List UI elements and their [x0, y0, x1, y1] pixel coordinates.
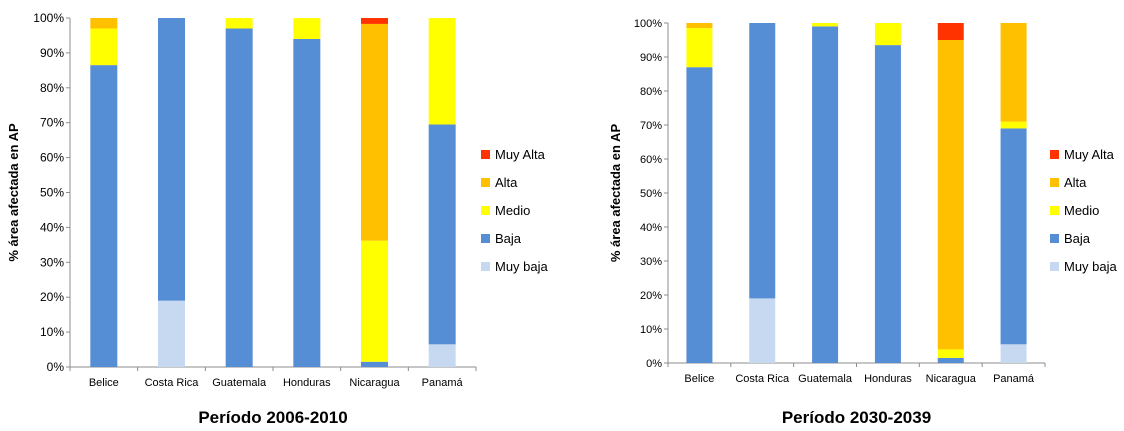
y-tick-label: 30%	[40, 255, 64, 269]
y-tick-label: 70%	[640, 120, 662, 132]
bar-belice-alta	[90, 18, 118, 29]
bar-costa-rica-baja	[158, 18, 185, 301]
legend-swatch-medio	[481, 206, 490, 215]
bar-costa-rica-muy-baja	[158, 300, 185, 367]
x-tick-label-panama: Panamá	[422, 377, 464, 389]
bar-nicaragua-alta	[361, 23, 388, 241]
bar-nicaragua-muy-alta	[361, 18, 388, 24]
y-tick-label: 50%	[640, 188, 662, 200]
bar-panama-alta	[1000, 23, 1027, 122]
y-tick-label: 10%	[40, 325, 64, 339]
bar-panama-baja	[1000, 128, 1027, 345]
legend-label-muy-alta: Muy Alta	[1064, 147, 1115, 162]
bar-belice-baja	[686, 67, 713, 363]
legend-swatch-muy-baja	[481, 262, 490, 271]
bar-honduras-baja	[874, 45, 901, 363]
bar-nicaragua-medio	[361, 240, 388, 362]
bar-belice-alta	[686, 23, 713, 29]
y-tick-label: 40%	[40, 220, 64, 234]
bar-belice-medio	[686, 28, 713, 68]
chart-period-2030-2039: 0% 10% 20% 30% 40% 50% 60% 70% 80% 90% 100% Belice C…	[608, 18, 1118, 427]
chart-period-2006-2010: 0% 10% 20% 30% 40% 50% 60% 70% 80% 90% 100% Belice C…	[6, 11, 549, 427]
y-tick-label: 90%	[640, 52, 662, 64]
bar-nicaragua-alta	[937, 40, 964, 350]
y-tick-label: 50%	[40, 186, 64, 200]
y-axis-label: % área afectada en AP	[608, 124, 623, 263]
legend-swatch-muy-alta	[1050, 150, 1059, 159]
x-tick-label-panama: Panamá	[993, 373, 1035, 385]
x-tick-label-belice: Belice	[89, 377, 119, 389]
legend-label-muy-alta: Muy Alta	[495, 147, 546, 162]
legend-swatch-alta	[481, 178, 490, 187]
bar-belice-baja	[90, 65, 118, 368]
legend-swatch-baja	[481, 234, 490, 243]
legend-swatch-baja	[1050, 234, 1059, 243]
x-tick-label-honduras: Honduras	[864, 373, 912, 385]
bar-costa-rica-muy-baja	[749, 298, 776, 363]
legend-swatch-alta	[1050, 178, 1059, 187]
bar-honduras-medio	[293, 18, 321, 39]
legend-label-baja: Baja	[1064, 231, 1091, 246]
bar-panama-muy-baja	[1000, 344, 1027, 363]
legend-label-baja: Baja	[495, 231, 522, 246]
x-tick-label-costa-rica: Costa Rica	[145, 377, 200, 389]
legend-label-muy-baja: Muy baja	[1064, 259, 1118, 274]
y-tick-label: 0%	[47, 360, 65, 374]
bar-nicaragua-muy-alta	[937, 23, 964, 40]
y-tick-label: 80%	[640, 86, 662, 98]
y-tick-label: 30%	[640, 256, 662, 268]
bar-panama-medio	[428, 18, 456, 125]
chart-title: Período 2030-2039	[782, 408, 931, 427]
bar-honduras-baja	[293, 38, 321, 367]
bar-nicaragua-baja	[361, 361, 388, 367]
legend-label-medio: Medio	[495, 203, 530, 218]
bar-belice-medio	[90, 28, 118, 66]
legend-label-alta: Alta	[1064, 175, 1087, 190]
y-axis-label: % área afectada en AP	[6, 123, 21, 262]
bar-panama-medio	[1000, 121, 1027, 129]
y-tick-label: 60%	[40, 151, 64, 165]
x-tick-label-honduras: Honduras	[283, 377, 331, 389]
bar-panama-baja	[428, 124, 456, 345]
legend-swatch-muy-baja	[1050, 262, 1059, 271]
bar-nicaragua-medio	[937, 349, 964, 358]
bar-guatemala-medio	[225, 18, 253, 29]
y-tick-label: 100%	[33, 11, 64, 25]
y-tick-label: 90%	[40, 46, 64, 60]
bar-costa-rica-baja	[749, 23, 776, 299]
y-tick-label: 100%	[634, 18, 662, 30]
bar-guatemala-baja	[225, 28, 253, 367]
legend-label-medio: Medio	[1064, 203, 1099, 218]
x-tick-label-nicaragua: Nicaragua	[926, 373, 977, 385]
y-tick-label: 20%	[640, 290, 662, 302]
x-tick-label-guatemala: Guatemala	[798, 373, 853, 385]
legend-swatch-medio	[1050, 206, 1059, 215]
bar-guatemala-medio	[812, 23, 839, 27]
y-tick-label: 60%	[640, 154, 662, 166]
y-tick-label: 70%	[40, 116, 64, 130]
bar-honduras-medio	[874, 23, 901, 46]
y-tick-label: 20%	[40, 290, 64, 304]
y-tick-label: 40%	[640, 222, 662, 234]
x-tick-label-guatemala: Guatemala	[212, 377, 267, 389]
bar-nicaragua-baja	[937, 357, 964, 363]
chart-title: Período 2006-2010	[198, 408, 347, 427]
y-tick-label: 0%	[646, 358, 662, 370]
x-tick-label-belice: Belice	[684, 373, 714, 385]
legend-swatch-muy-alta	[481, 150, 490, 159]
x-tick-label-costa-rica: Costa Rica	[735, 373, 790, 385]
bar-panama-muy-baja	[428, 344, 456, 367]
x-tick-label-nicaragua: Nicaragua	[349, 377, 400, 389]
y-tick-label: 80%	[40, 81, 64, 95]
y-tick-label: 10%	[640, 324, 662, 336]
bar-guatemala-baja	[812, 26, 839, 364]
legend-label-muy-baja: Muy baja	[495, 259, 549, 274]
legend-label-alta: Alta	[495, 175, 518, 190]
